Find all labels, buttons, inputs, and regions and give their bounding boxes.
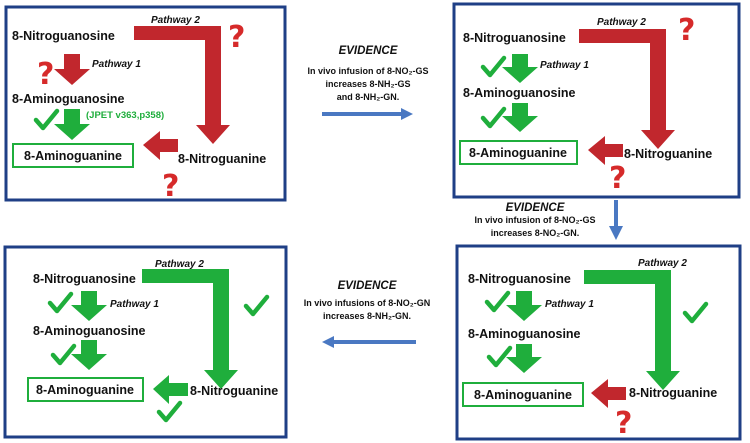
nitroguanine-to-aminoguanine-arrow <box>153 375 188 404</box>
check-icon <box>50 343 77 366</box>
aminoguanine-box <box>27 377 144 402</box>
panel-bottom-right: 8-Nitroguanosine 8-Aminoguanosine 8-Nitr… <box>455 244 742 441</box>
check-icon <box>484 290 511 313</box>
pathway1-label: Pathway 1 <box>110 299 159 310</box>
aminoguanine-box <box>462 382 584 407</box>
aminoguanine-box <box>459 140 578 165</box>
check-icon <box>156 400 183 423</box>
pathway2-label: Pathway 2 <box>151 15 200 26</box>
nitroguanosine-label: 8-Nitroguanosine <box>33 272 136 286</box>
evidence-block-3: EVIDENCE In vivo infusions of 8-NO₂-GN i… <box>304 280 431 348</box>
evidence-block-1: EVIDENCE In vivo infusion of 8-NO₂-GS in… <box>308 45 429 120</box>
pathway1-arrow-bottom <box>54 109 90 140</box>
pathway2-label: Pathway 2 <box>638 258 687 269</box>
evidence-text-line: In vivo infusion of 8-NO₂-GS <box>475 215 596 225</box>
evidence-text-line: and 8-NH₂-GN. <box>337 92 400 102</box>
aminoguanine-label: 8-Aminoguanine <box>474 388 572 402</box>
citation-label: (JPET v363,p358) <box>86 110 164 121</box>
pathway1-arrow-top <box>502 54 538 83</box>
question-icon: ? <box>228 20 245 55</box>
pathway1-arrow-bottom <box>71 340 107 370</box>
evidence-arrow-down <box>609 200 623 240</box>
aminoguanine-label: 8-Aminoguanine <box>469 146 567 160</box>
pathway2-label: Pathway 2 <box>155 259 204 270</box>
pathway1-arrow-bottom <box>506 344 542 373</box>
nitroguanine-to-aminoguanine-arrow <box>591 379 626 408</box>
question-icon: ? <box>615 406 632 441</box>
question-icon: ? <box>678 13 695 48</box>
evidence-block-2: EVIDENCE In vivo infusion of 8-NO₂-GS in… <box>475 200 623 240</box>
nitroguanine-label: 8-Nitroguanine <box>190 384 278 398</box>
check-icon <box>243 294 270 317</box>
evidence-arrow-left <box>322 336 416 348</box>
aminoguanosine-label: 8-Aminoguanosine <box>463 86 576 100</box>
pathway1-label: Pathway 1 <box>540 60 589 71</box>
evidence-text-line: increases 8-NH₂-GS <box>325 79 410 89</box>
check-icon <box>480 55 507 78</box>
evidence-text-line: In vivo infusions of 8-NO₂-GN <box>304 298 431 308</box>
nitroguanine-to-aminoguanine-arrow <box>143 131 178 160</box>
aminoguanosine-label: 8-Aminoguanosine <box>33 324 146 338</box>
nitroguanosine-label: 8-Nitroguanosine <box>12 29 115 43</box>
nitroguanine-label: 8-Nitroguanine <box>629 386 717 400</box>
evidence-arrow-right <box>322 108 413 120</box>
question-icon: ? <box>609 161 626 196</box>
question-icon: ? <box>162 169 179 204</box>
check-icon <box>47 291 74 314</box>
pathway1-arrow-bottom <box>502 103 538 132</box>
pathway1-arrow-top <box>506 291 542 321</box>
check-icon <box>33 108 60 131</box>
evidence-text-line: increases 8-NH₂-GN. <box>323 311 411 321</box>
aminoguanine-box <box>12 143 134 168</box>
nitroguanosine-label: 8-Nitroguanosine <box>463 31 566 45</box>
evidence-title: EVIDENCE <box>339 45 398 57</box>
pathway2-arrow <box>579 29 675 149</box>
nitroguanine-to-aminoguanine-arrow <box>588 136 623 165</box>
nitroguanosine-label: 8-Nitroguanosine <box>468 272 571 286</box>
pathway1-label: Pathway 1 <box>92 59 141 70</box>
aminoguanosine-label: 8-Aminoguanosine <box>12 92 125 106</box>
evidence-title: EVIDENCE <box>338 280 397 292</box>
aminoguanosine-label: 8-Aminoguanosine <box>468 327 581 341</box>
check-icon <box>682 301 709 324</box>
check-icon <box>480 106 507 129</box>
evidence-text-line: In vivo infusion of 8-NO₂-GS <box>308 66 429 76</box>
nitroguanine-label: 8-Nitroguanine <box>178 152 266 166</box>
check-icon <box>486 345 513 368</box>
question-icon: ? <box>37 57 54 92</box>
aminoguanine-label: 8-Aminoguanine <box>36 383 134 397</box>
pathway1-arrow-top <box>54 54 90 85</box>
pathway2-arrow <box>142 269 238 389</box>
pathway2-arrow <box>584 270 680 390</box>
aminoguanine-label: 8-Aminoguanine <box>24 149 122 163</box>
pathway2-arrow <box>134 26 230 144</box>
panel-top-left: 8-Nitroguanosine 8-Aminoguanosine 8-Nitr… <box>4 5 287 204</box>
pathway1-label: Pathway 1 <box>545 299 594 310</box>
evidence-title: EVIDENCE <box>506 202 565 214</box>
pathway2-label: Pathway 2 <box>597 17 646 28</box>
panel-top-right: 8-Nitroguanosine 8-Aminoguanosine 8-Nitr… <box>452 2 741 199</box>
panel-bottom-left: 8-Nitroguanosine 8-Aminoguanosine 8-Nitr… <box>3 245 288 439</box>
pathway1-arrow-top <box>71 291 107 321</box>
nitroguanine-label: 8-Nitroguanine <box>624 147 712 161</box>
evidence-text-line: increases 8-NO₂-GN. <box>491 228 580 238</box>
